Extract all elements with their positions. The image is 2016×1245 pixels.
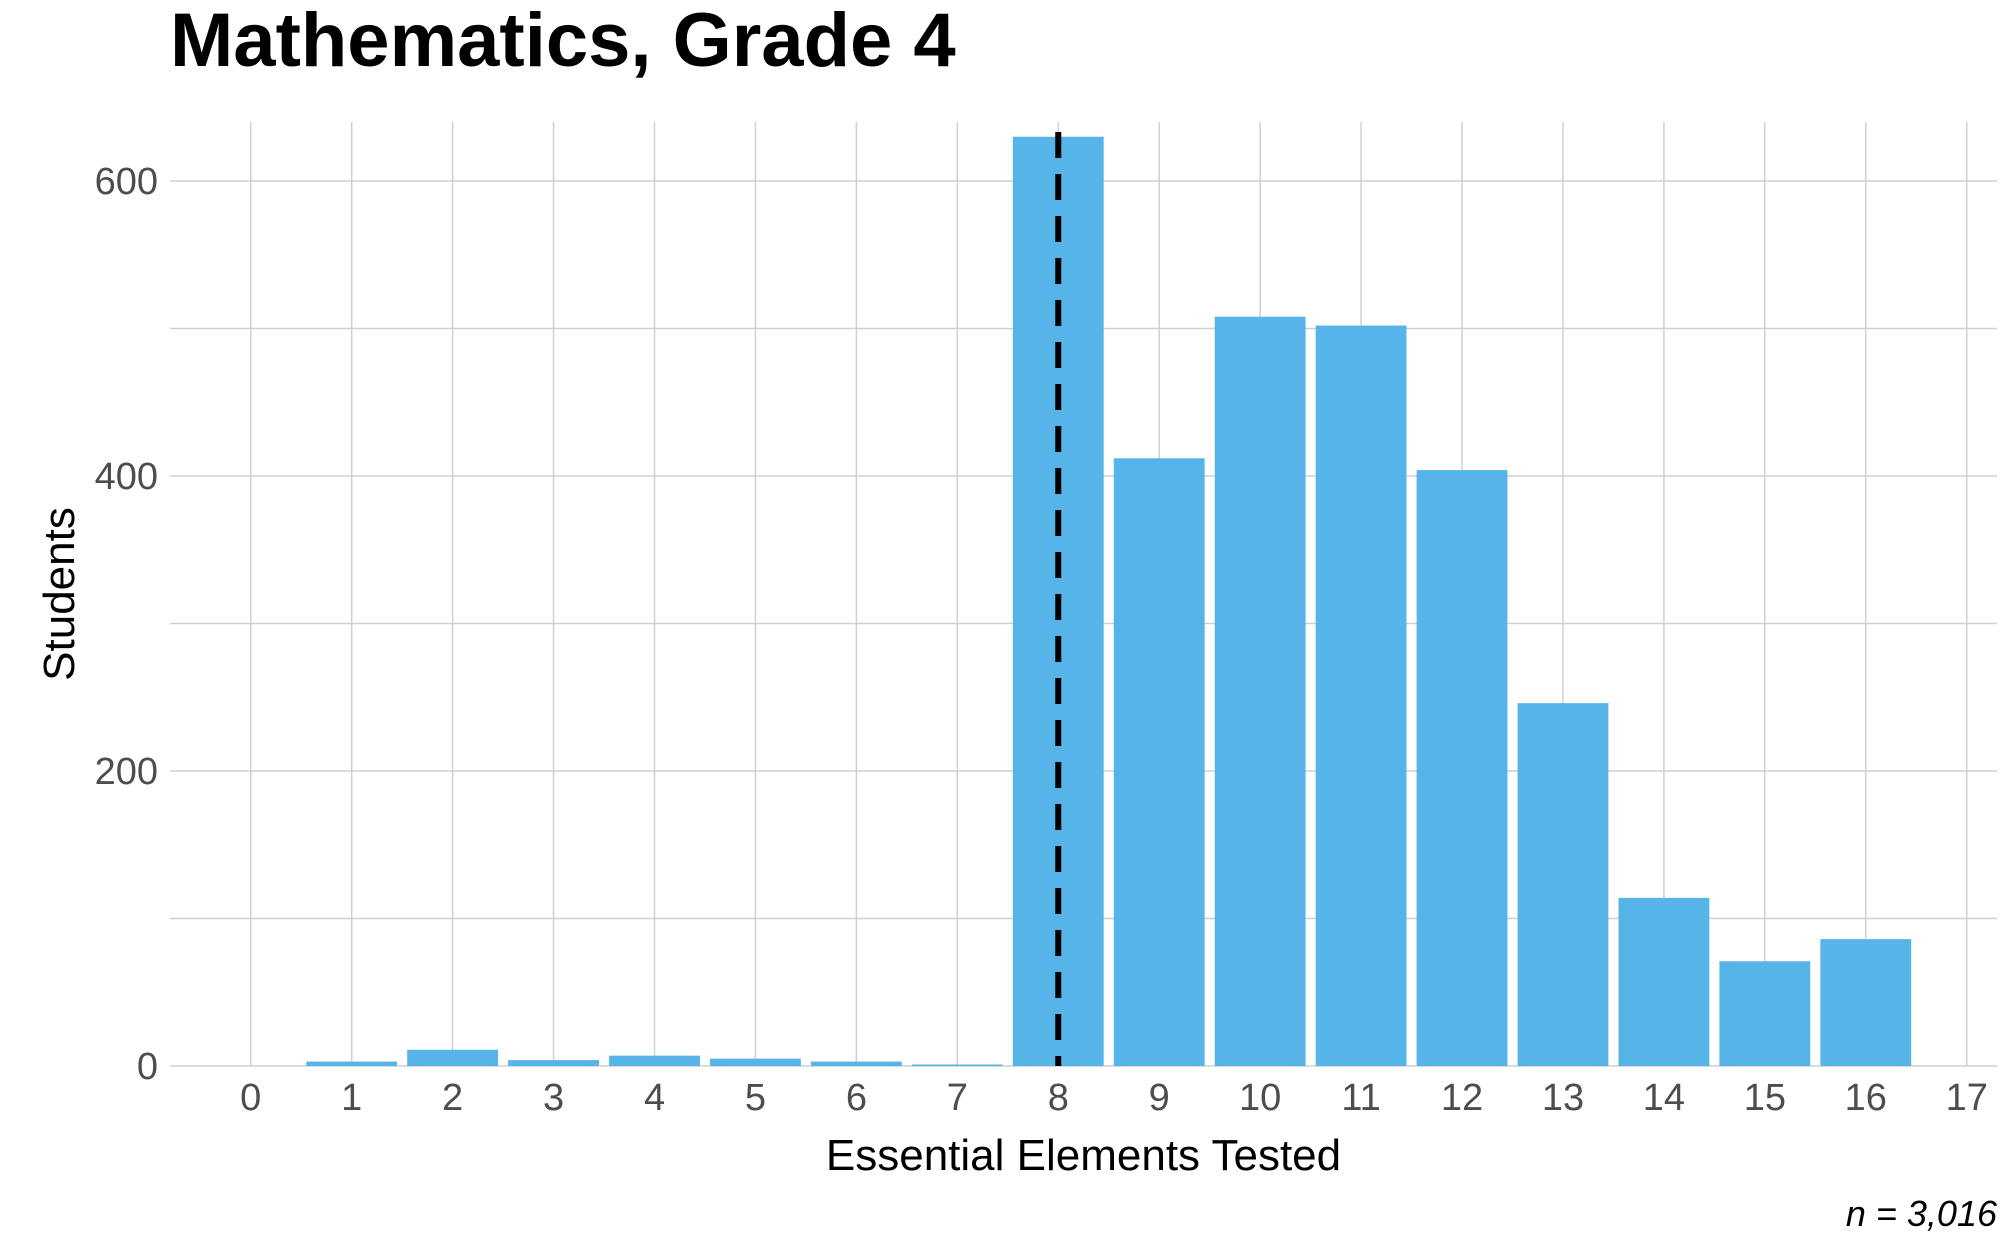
x-tick-label: 10 — [1239, 1077, 1281, 1119]
bars — [306, 137, 1911, 1066]
x-tick-label: 8 — [1048, 1077, 1069, 1119]
x-tick-label: 11 — [1341, 1077, 1380, 1119]
x-tick-label: 3 — [543, 1077, 564, 1119]
x-tick-label: 2 — [442, 1077, 463, 1119]
bar-11 — [1316, 326, 1407, 1066]
x-tick-label: 0 — [240, 1077, 261, 1119]
x-tick-label: 17 — [1946, 1077, 1988, 1119]
x-axis-ticks: 0 1 2 3 4 5 6 7 8 9 10 11 12 13 14 15 16 17 — [240, 1077, 1988, 1119]
x-tick-label: 13 — [1542, 1077, 1584, 1119]
x-tick-label: 5 — [745, 1077, 766, 1119]
x-tick-label: 15 — [1744, 1077, 1786, 1119]
bar-6 — [811, 1062, 902, 1066]
bar-5 — [710, 1059, 801, 1066]
sample-size-caption: n = 3,016 — [1846, 1193, 1998, 1234]
bar-7 — [912, 1065, 1003, 1066]
bar-4 — [609, 1056, 700, 1066]
bar-1 — [306, 1062, 397, 1066]
bar-3 — [508, 1060, 599, 1066]
x-tick-label: 14 — [1643, 1077, 1685, 1119]
bar-14 — [1618, 898, 1709, 1066]
y-tick-label: 0 — [137, 1046, 158, 1088]
y-tick-label: 200 — [95, 751, 158, 793]
bar-15 — [1719, 961, 1810, 1066]
x-tick-label: 12 — [1441, 1077, 1483, 1119]
bar-10 — [1215, 317, 1306, 1066]
x-tick-label: 7 — [947, 1077, 968, 1119]
bar-13 — [1518, 703, 1609, 1066]
x-tick-label: 16 — [1845, 1077, 1887, 1119]
x-tick-label: 6 — [846, 1077, 867, 1119]
bar-9 — [1114, 458, 1205, 1066]
bar-16 — [1820, 939, 1911, 1066]
x-tick-label: 4 — [644, 1077, 665, 1119]
y-tick-label: 400 — [95, 456, 158, 498]
x-axis-title: Essential Elements Tested — [826, 1131, 1341, 1180]
bar-12 — [1417, 470, 1508, 1066]
x-tick-label: 9 — [1149, 1077, 1170, 1119]
y-tick-label: 600 — [95, 161, 158, 203]
bar-2 — [407, 1050, 498, 1066]
x-tick-label: 1 — [341, 1077, 362, 1119]
chart-title: Mathematics, Grade 4 — [170, 0, 956, 83]
y-axis-ticks: 0 200 400 600 — [95, 161, 158, 1088]
y-axis-title: Students — [35, 507, 84, 681]
